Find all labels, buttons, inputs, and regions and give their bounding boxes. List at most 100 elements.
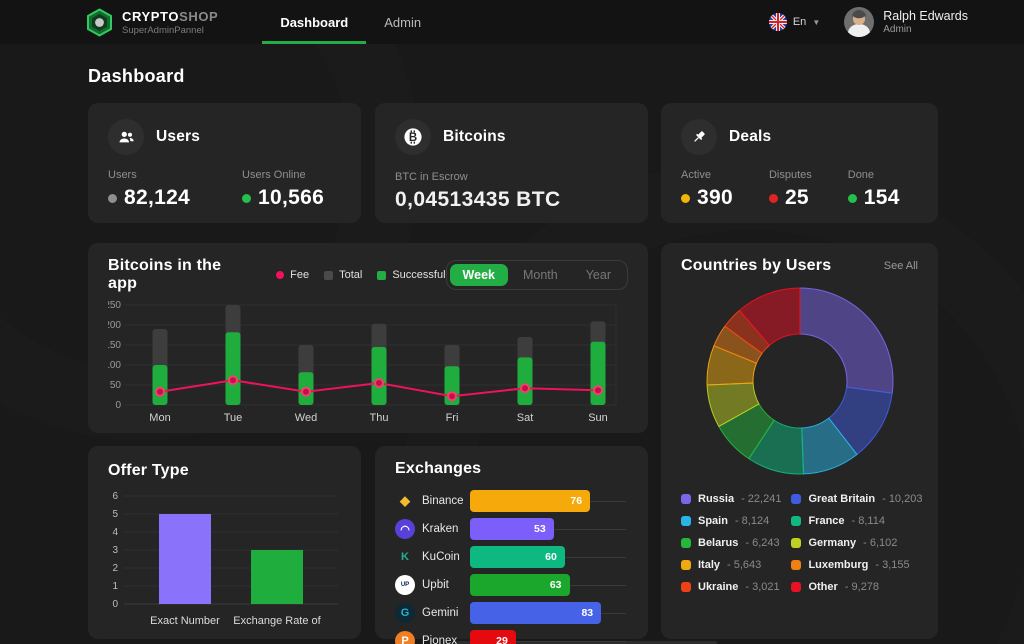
kucoin-icon: K [401,551,409,563]
svg-text:100: 100 [108,360,121,371]
users-stat: Users Online 10,566 [242,169,324,210]
exchanges-card: Exchanges ◆ Binance 76 ◠ Kraken 53 K KuCoin 60 UP… [375,446,648,644]
bitcoins-chart-legend: Fee Total Successful [276,269,446,281]
svg-text:B: B [409,132,417,144]
legend-swatch [681,560,691,570]
legend-item-russia: Russia - 22,241 [681,493,781,505]
status-dot [768,193,778,203]
countries-donut-chart [706,287,893,475]
exchange-row-gemini: G Gemini 83 [395,602,628,624]
legend-item-great-britain: Great Britain - 10,203 [791,493,922,505]
countries-card: Countries by Users See All Russia - 22,2… [661,243,938,639]
upbit-icon: UP [395,575,415,595]
deals-value: 390 [697,186,733,209]
bitcoins-chart: 0 50 100 150 200 250 Mon Tue Wed Thu Fri Sat Sun [104,300,617,424]
nav-item-dashboard[interactable]: Dashboard [262,0,367,44]
bitcoins-card: B Bitcoins BTC in Escrow 0,04513435 BTC [375,103,648,223]
users-label: Users Online [242,169,306,181]
legend-item-luxemburg: Luxemburg - 3,155 [791,559,922,571]
svg-text:150: 150 [108,340,121,351]
svg-text:Mon: Mon [149,412,170,424]
bar-track [470,641,626,642]
exchange-bar: 83 [470,602,602,624]
nav-item-admin[interactable]: Admin [384,14,422,30]
gemini-icon: G [395,603,415,623]
pionex-icon: P [395,631,415,644]
deals-label: Disputes [768,169,812,181]
legend-item-fee: Fee [276,269,309,281]
svg-text:50: 50 [110,380,122,391]
period-tab-group: Week Month Year [445,260,628,290]
exchange-name: Upbit [422,579,449,591]
exchange-name: KuCoin [422,551,460,563]
svg-text:Exact Number: Exact Number [150,615,220,627]
deals-label: Active [681,169,711,181]
users-icon [108,119,144,155]
svg-text:5: 5 [112,509,118,520]
deals-value: 25 [784,186,809,209]
deals-stat: Active 390 [681,169,733,210]
legend-swatch [791,538,802,548]
deals-stat: Disputes 25 [768,169,812,210]
deals-stats: Active 390 Disputes 25 Done 154 [681,169,918,210]
tab-month[interactable]: Month [510,264,571,286]
deals-label: Done [847,169,875,181]
svg-text:4: 4 [112,527,118,538]
bitcoins-in-app-card: Bitcoins in the app Fee Total Successful W… [88,243,648,433]
user-menu[interactable]: Ralph Edwards Admin [844,7,968,37]
svg-text:3: 3 [112,545,118,556]
offer-type-chart: 0 1 2 3 4 5 6 Exact Number Exchange Rate of [112,491,338,627]
exchange-row-binance: ◆ Binance 76 [395,490,628,512]
legend-swatch [681,516,691,526]
exchange-row-kucoin: K KuCoin 60 [395,546,628,568]
legend-item-ukraine: Ukraine - 3,021 [681,581,781,593]
deals-value: 154 [863,186,900,209]
deals-card: Deals Active 390 Disputes 25 Done 154 [661,103,938,223]
legend-swatch [791,494,802,504]
language-selector[interactable]: En ▼ [768,13,821,31]
user-role: Admin [883,24,912,35]
exchange-name: Pionex [422,635,458,644]
svg-text:Wed: Wed [295,412,317,424]
binance-icon: ◆ [400,493,410,508]
users-stat: Users 82,124 [108,169,190,210]
users-value: 10,566 [258,186,325,209]
status-dot [681,193,690,203]
countries-legend: Russia - 22,241 Great Britain - 10,203 Spa… [681,493,922,593]
legend-swatch [681,582,691,592]
svg-text:Thu: Thu [370,412,389,424]
donut-slice-other [738,287,800,347]
uk-flag-icon [768,13,787,31]
user-name: Ralph Edwards [883,9,968,23]
users-stats: Users 82,124 Users Online 10,566 [108,169,341,210]
svg-text:250: 250 [108,300,121,311]
legend-item-germany: Germany - 6,102 [791,537,922,549]
bitcoins-card-title: Bitcoins [443,128,506,145]
status-dot [847,193,857,203]
tab-week[interactable]: Week [449,264,508,286]
btc-escrow-value: 0,04513435 BTC [395,188,561,211]
exchange-name: Kraken [422,523,459,535]
avatar [844,7,875,37]
users-label: Users [108,169,137,181]
status-dot [108,193,117,203]
exchange-row-pionex: P Pionex 29 [395,630,628,644]
brand-subtitle: SuperAdminPannel [122,24,204,36]
exchange-bar: 60 [470,546,565,568]
legend-item-belarus: Belarus - 6,243 [681,537,781,549]
offer-type-title: Offer Type [108,462,189,479]
brand-logo[interactable]: CRYPTOSHOP SuperAdminPannel [86,7,219,37]
bitcoins-chart-title: Bitcoins in the app [108,257,222,292]
exchanges-title: Exchanges [395,460,482,477]
total-marker [324,270,334,280]
svg-text:6: 6 [112,491,118,502]
svg-text:200: 200 [108,320,121,331]
see-all-link[interactable]: See All [883,260,918,272]
btc-escrow-label: BTC in Escrow [395,171,468,183]
brand-name: CRYPTOSHOP [122,8,219,24]
chevron-down-icon: ▼ [812,17,821,27]
main-nav: Dashboard Admin [262,0,439,44]
successful-marker [377,270,387,280]
tab-year[interactable]: Year [573,264,624,286]
deals-stat: Done 154 [847,169,900,210]
